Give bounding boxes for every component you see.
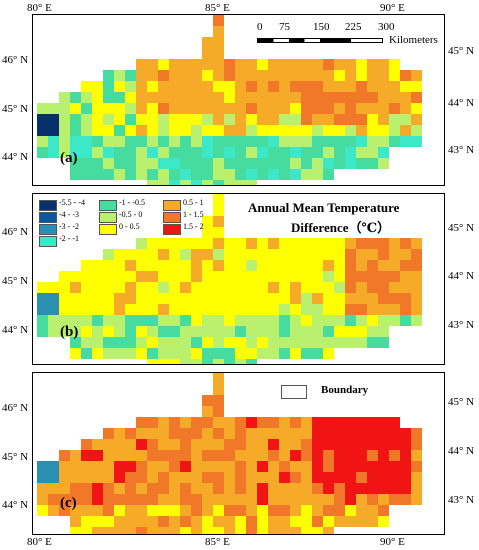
legend-swatch — [39, 212, 57, 223]
legend: -5.5 - -4 -4 - -3 -3 - -2 -2 - -1 -1 - -… — [39, 199, 439, 249]
right-lat-tick-c-45: 45° N — [448, 396, 475, 408]
right-lat-tick-c-44: 44° N — [448, 445, 475, 457]
legend-label: -2 - -1 — [59, 234, 79, 243]
legend-label: -4 - -3 — [59, 210, 79, 219]
legend-label: 1.5 - 2 — [183, 222, 204, 231]
map-panel-c: (c) Boundary — [32, 372, 445, 535]
panel-label-a: (a) — [60, 150, 78, 166]
left-lat-tick-b-44: 44° N — [2, 324, 29, 336]
scale-tick-225: 225 — [345, 21, 362, 33]
legend-label: 0 - 0.5 — [119, 222, 140, 231]
legend-swatch — [163, 212, 181, 223]
boundary-label: Boundary — [321, 384, 369, 396]
right-lat-tick-c-43: 43° N — [448, 494, 475, 506]
scale-bar: 0 75 150 225 300 Kilometers — [257, 19, 439, 49]
legend-swatch — [99, 200, 117, 211]
panel-label-c: (c) — [60, 495, 77, 511]
legend-swatch — [163, 224, 181, 235]
legend-label: 0.5 - 1 — [183, 198, 204, 207]
scale-unit: Kilometers — [389, 34, 438, 46]
map-panel-b: (b) -5.5 - -4 -4 - -3 -3 - -2 -2 - -1 -1… — [32, 193, 445, 365]
right-lat-tick-b-44: 44° N — [448, 270, 475, 282]
left-lat-tick-a-46: 46° N — [2, 54, 29, 66]
legend-swatch — [163, 200, 181, 211]
legend-label: 1 - 1.5 — [183, 210, 204, 219]
temperature-grid-b — [37, 194, 422, 364]
map-panel-a: (a) 0 75 150 225 300 Kilometers — [32, 14, 445, 186]
left-lat-tick-c-44: 44° N — [2, 499, 29, 511]
legend-swatch — [99, 224, 117, 235]
scale-tick-0: 0 — [257, 21, 263, 33]
scale-tick-75: 75 — [279, 21, 290, 33]
left-lat-tick-c-45: 45° N — [2, 451, 29, 463]
legend-label: -0.5 - 0 — [119, 210, 143, 219]
bottom-lon-tick-90: 90° E — [380, 536, 405, 548]
scale-tick-150: 150 — [313, 21, 330, 33]
legend-swatch — [99, 212, 117, 223]
left-lat-tick-a-45: 45° N — [2, 103, 29, 115]
legend-swatch — [39, 236, 57, 247]
left-lat-tick-c-46: 46° N — [2, 402, 29, 414]
left-lat-tick-b-45: 45° N — [2, 275, 29, 287]
top-lon-tick-90: 90° E — [380, 2, 405, 14]
right-lat-tick-a-43: 43° N — [448, 144, 475, 156]
legend-title-line-2: Difference（℃） — [291, 220, 391, 235]
right-lat-tick-b-45: 45° N — [448, 222, 475, 234]
top-lon-tick-85: 85° E — [205, 2, 230, 14]
scale-bar-segments — [257, 38, 383, 43]
temperature-grid-c — [37, 373, 422, 534]
bottom-lon-tick-80: 80° E — [27, 536, 52, 548]
top-lon-tick-80: 80° E — [27, 2, 52, 14]
legend-label: -5.5 - -4 — [59, 198, 85, 207]
left-lat-tick-a-44: 44° N — [2, 151, 29, 163]
legend-label: -1 - -0.5 — [119, 198, 145, 207]
boundary-swatch — [281, 385, 307, 399]
legend-title-line-1: Annual Mean Temperature — [248, 200, 400, 215]
left-lat-tick-b-46: 46° N — [2, 226, 29, 238]
bottom-lon-tick-85: 85° E — [205, 536, 230, 548]
right-lat-tick-a-45: 45° N — [448, 45, 475, 57]
legend-swatch — [39, 200, 57, 211]
scale-tick-300: 300 — [378, 21, 395, 33]
panel-label-b: (b) — [60, 324, 79, 340]
right-lat-tick-b-43: 43° N — [448, 319, 475, 331]
right-lat-tick-a-44: 44° N — [448, 97, 475, 109]
legend-swatch — [39, 224, 57, 235]
legend-label: -3 - -2 — [59, 222, 79, 231]
temperature-grid-a — [37, 15, 422, 185]
